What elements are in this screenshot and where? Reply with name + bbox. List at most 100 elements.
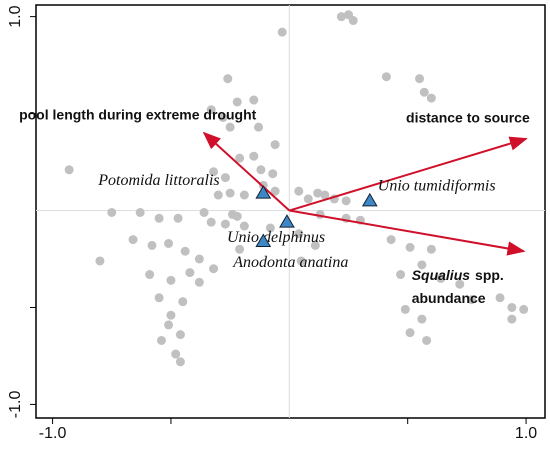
vector-arrow: [289, 209, 526, 256]
site-point: [405, 242, 415, 252]
vector-label-line2: abundance: [412, 290, 486, 306]
site-point: [206, 217, 216, 227]
site-point: [495, 293, 505, 303]
site-point: [223, 74, 233, 84]
site-point: [154, 213, 164, 223]
site-point: [239, 221, 249, 231]
plot-frame: [35, 4, 546, 419]
site-point: [95, 256, 105, 266]
site-point: [235, 153, 245, 163]
site-point: [225, 188, 235, 198]
site-point: [147, 240, 157, 250]
y-tick-label: 1.0: [7, 5, 24, 27]
species-label: Unio delphinus: [227, 229, 325, 246]
site-point: [256, 165, 266, 175]
site-point: [232, 97, 242, 107]
site-point: [348, 16, 358, 26]
site-point: [180, 246, 190, 256]
site-point: [145, 270, 155, 280]
site-point: [254, 122, 264, 132]
site-point: [341, 196, 351, 206]
site-point: [381, 72, 391, 82]
site-point: [386, 235, 396, 245]
site-point: [415, 74, 425, 84]
site-point: [194, 254, 204, 264]
site-point: [175, 357, 185, 367]
site-point: [220, 219, 230, 229]
site-point: [128, 235, 138, 245]
site-point: [164, 320, 174, 330]
site-point: [277, 27, 287, 37]
vector-label: Squalius spp.: [412, 267, 504, 283]
site-point: [467, 295, 477, 305]
site-point: [455, 279, 465, 289]
site-point: [507, 302, 517, 312]
vector-arrow: [202, 131, 290, 212]
site-point: [209, 264, 219, 274]
site-point: [396, 270, 406, 280]
site-point: [268, 169, 278, 179]
x-tick-label: -1.0: [39, 425, 67, 442]
site-point: [178, 297, 188, 307]
site-point: [194, 277, 204, 287]
vector-label: distance to source: [406, 109, 530, 125]
site-point: [166, 275, 176, 285]
site-point: [426, 93, 436, 103]
vector-label-italic: Squalius: [412, 267, 471, 283]
species-marker: [255, 233, 272, 248]
site-point: [154, 293, 164, 303]
x-tick-label: 1.0: [515, 425, 537, 442]
site-point: [294, 186, 304, 196]
species-marker: [361, 192, 378, 207]
site-point: [419, 87, 429, 97]
site-point: [417, 260, 427, 270]
site-point: [220, 173, 230, 183]
site-point: [310, 240, 320, 250]
site-point: [239, 190, 249, 200]
site-point: [206, 105, 216, 115]
site-point: [225, 122, 235, 132]
y-tick-label: -1.0: [7, 391, 24, 419]
site-point: [320, 190, 330, 200]
site-point: [135, 207, 145, 217]
site-point: [422, 335, 432, 345]
site-point: [507, 314, 517, 324]
site-point: [175, 330, 185, 340]
site-point: [156, 335, 166, 345]
species-marker: [279, 214, 295, 228]
site-point: [294, 229, 304, 239]
site-point: [166, 310, 176, 320]
site-point: [218, 112, 228, 122]
site-point: [213, 190, 223, 200]
site-point: [235, 244, 245, 254]
vector-label-part: spp.: [475, 267, 504, 283]
site-point: [249, 95, 259, 105]
site-point: [64, 165, 74, 175]
site-point: [164, 238, 174, 248]
site-point: [107, 207, 117, 217]
vector-arrow: [289, 136, 528, 212]
species-label: Potomida littoralis: [97, 172, 219, 189]
site-point: [270, 186, 280, 196]
species-marker: [255, 185, 272, 199]
species-label: Anodonta anatina: [232, 254, 348, 271]
site-point: [173, 213, 183, 223]
site-point: [426, 244, 436, 254]
site-point: [303, 194, 313, 204]
site-point: [171, 349, 181, 359]
site-point: [199, 207, 209, 217]
site-point: [265, 223, 275, 233]
site-point: [185, 268, 195, 278]
site-point: [417, 314, 427, 324]
species-label: Unio tumidiformis: [378, 178, 496, 195]
site-point: [270, 140, 280, 150]
site-point: [519, 304, 529, 314]
vector-label: pool length during extreme drought: [19, 107, 257, 123]
site-point: [296, 256, 306, 266]
site-point: [249, 151, 259, 161]
site-point: [405, 328, 415, 338]
site-point: [232, 211, 242, 221]
site-point: [313, 188, 323, 198]
site-point: [436, 273, 446, 283]
